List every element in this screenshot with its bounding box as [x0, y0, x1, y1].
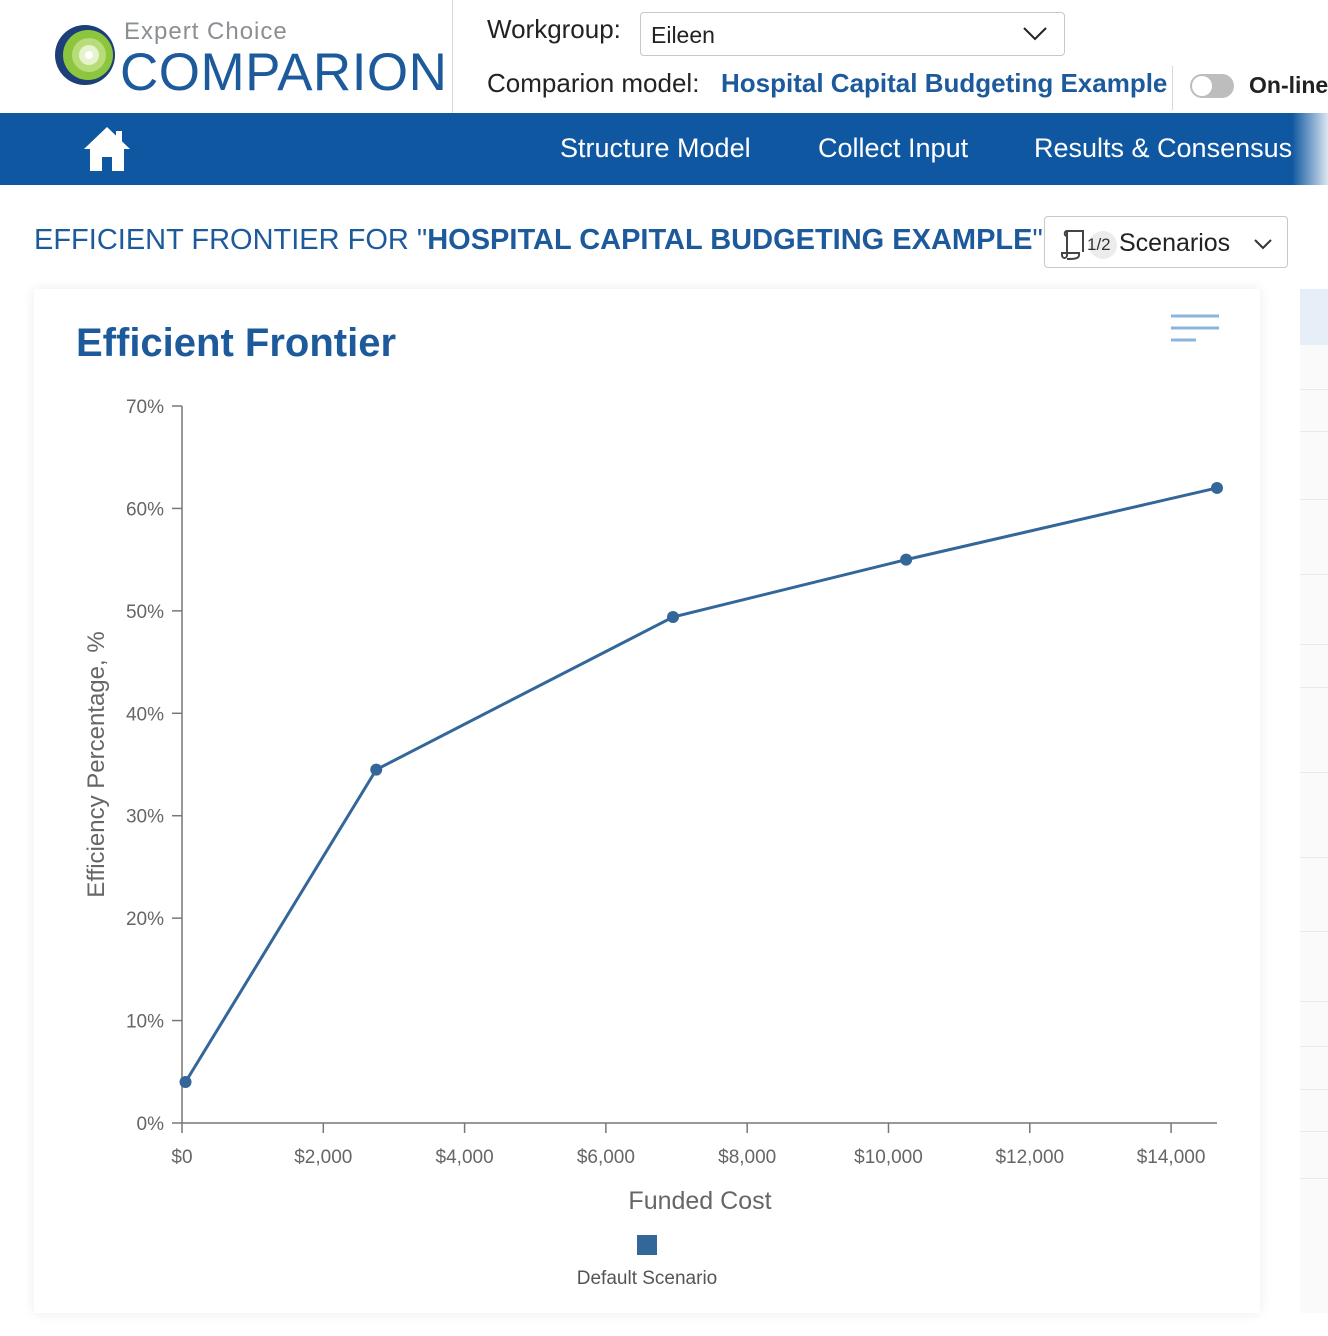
header-divider: [452, 0, 453, 113]
toggle-knob: [1192, 76, 1212, 96]
side-panel-divider: [1300, 499, 1328, 500]
data-point: [667, 611, 680, 624]
x-tick-label: $8,000: [718, 1147, 776, 1168]
side-panel-divider: [1300, 931, 1328, 932]
y-tick-label: 40%: [126, 704, 164, 725]
home-icon[interactable]: [82, 125, 132, 173]
side-panel-divider: [1300, 687, 1328, 688]
scenarios-label: Scenarios: [1119, 229, 1231, 257]
side-panel-divider: [1300, 1001, 1328, 1002]
y-tick-label: 10%: [126, 1012, 164, 1033]
data-point: [900, 553, 913, 566]
series-line: [184, 486, 1218, 1083]
efficient-frontier-chart: 0% 10% 20% 30% 40% 50% 60% 70% $0 $2,000 $4,000 $6,…: [83, 397, 1223, 1289]
chart-title: Efficient Frontier: [76, 321, 397, 365]
logo-wordmark: COMPARION: [120, 43, 448, 102]
data-point: [179, 1076, 192, 1089]
page-title: EFFICIENT FRONTIER FOR "HOSPITAL CAPITAL…: [34, 224, 1043, 257]
workgroup-value: Eileen: [651, 22, 715, 48]
side-panel-divider: [1300, 857, 1328, 858]
y-axis-title: Efficiency Percentage, %: [83, 631, 110, 897]
side-panel-divider: [1300, 644, 1328, 645]
comparion-logo[interactable]: Expert Choice COMPARION: [52, 18, 447, 102]
x-tick-label: $6,000: [577, 1147, 635, 1168]
side-panel-divider: [1300, 574, 1328, 575]
legend-marker: [637, 1235, 657, 1255]
chevron-down-icon: [1254, 239, 1272, 250]
workgroup-select[interactable]: Eileen: [640, 12, 1065, 56]
side-panel-divider: [1300, 1178, 1328, 1179]
model-label: Comparion model:: [487, 68, 700, 98]
side-panel-divider: [1300, 1046, 1328, 1047]
x-tick-label: $0: [171, 1147, 192, 1168]
scenarios-dropdown[interactable]: 1/2 Scenarios: [1044, 216, 1288, 268]
chevron-down-icon: [1023, 27, 1047, 41]
scenario-count: 1/2: [1087, 235, 1111, 254]
online-label: On-line: [1249, 72, 1328, 98]
y-tick-label: 50%: [126, 602, 164, 623]
x-axis-title: Funded Cost: [628, 1187, 771, 1215]
y-tick-label: 20%: [126, 909, 164, 930]
chart-card: Efficient Frontier 0% 10% 20% 30% 40% 50% 60% 7…: [34, 289, 1260, 1313]
y-tick-label: 0%: [137, 1114, 165, 1135]
nav-overflow-fade: [1292, 113, 1328, 185]
online-toggle[interactable]: [1190, 74, 1234, 98]
data-point: [370, 763, 383, 776]
page-title-prefix: EFFICIENT FRONTIER FOR ": [34, 224, 428, 256]
y-tick-label: 30%: [126, 807, 164, 828]
side-panel-divider: [1300, 389, 1328, 390]
main-navbar: Structure Model Collect Input Results & …: [0, 113, 1328, 185]
scroll-icon: [1061, 230, 1084, 260]
header-divider-2: [1172, 66, 1173, 110]
data-point: [1211, 481, 1223, 494]
side-panel-divider: [1300, 772, 1328, 773]
model-name-link[interactable]: Hospital Capital Budgeting Example: [721, 68, 1168, 98]
x-tick-label: $4,000: [436, 1147, 494, 1168]
x-tick-label: $10,000: [854, 1147, 923, 1168]
side-panel: [1300, 289, 1328, 1313]
page-title-suffix: ": [1032, 224, 1043, 256]
page-title-model: HOSPITAL CAPITAL BUDGETING EXAMPLE: [427, 224, 1033, 256]
logo-ring-icon: [55, 25, 115, 85]
x-tick-label: $2,000: [294, 1147, 352, 1168]
side-panel-divider: [1300, 1089, 1328, 1090]
y-tick-label: 60%: [126, 499, 164, 520]
logo-subtitle: Expert Choice: [124, 18, 288, 45]
y-tick-label: 70%: [126, 397, 164, 418]
nav-collect-input[interactable]: Collect Input: [818, 133, 969, 163]
x-tick-label: $14,000: [1137, 1147, 1206, 1168]
scenario-count-badge: [1089, 231, 1117, 259]
legend-label: Default Scenario: [577, 1268, 717, 1289]
chart-menu-icon[interactable]: [1170, 313, 1220, 347]
x-tick-label: $12,000: [995, 1147, 1064, 1168]
nav-structure-model[interactable]: Structure Model: [560, 133, 751, 163]
app-header: Expert Choice COMPARION Workgroup: Eilee…: [0, 0, 1328, 113]
nav-results-consensus[interactable]: Results & Consensus: [1034, 133, 1293, 163]
workgroup-label: Workgroup:: [487, 14, 621, 44]
side-panel-divider: [1300, 431, 1328, 432]
side-panel-header: [1300, 289, 1328, 345]
side-panel-divider: [1300, 1131, 1328, 1132]
